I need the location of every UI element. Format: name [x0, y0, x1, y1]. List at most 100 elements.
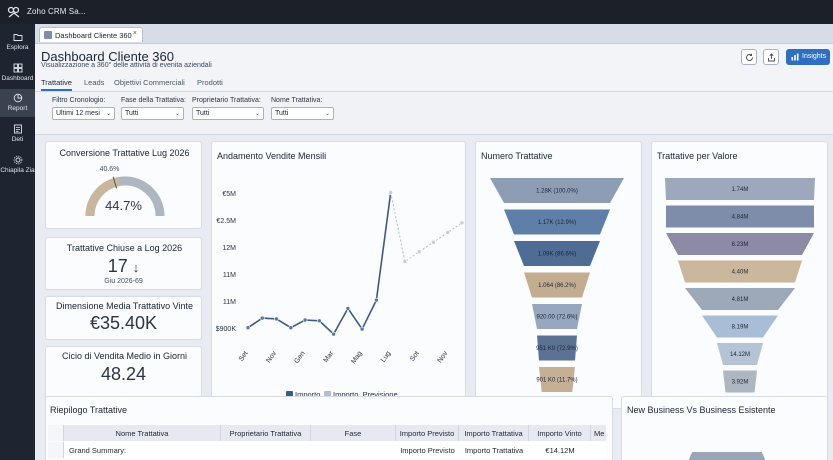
funnel-stage: [532, 304, 582, 329]
x-tick-label: Mar: [323, 350, 336, 364]
filter-label: Proprietario Trattativa:: [192, 97, 261, 104]
close-icon[interactable]: ×: [132, 30, 137, 37]
funnel-value-title: Trattative per Valore: [657, 151, 738, 161]
filter-label: Nome Trattativa:: [271, 97, 323, 104]
app-topbar: Zoho CRM Sa...: [0, 0, 833, 24]
funnel-stage: [490, 178, 624, 203]
filter-proprietario-select[interactable]: Tutti ⌄: [192, 107, 264, 120]
sales-chart-card: Andamento Vendite Mensili $900K 11M 11M 12M…: [211, 141, 466, 409]
funnel-stage-label: 4.81M: [732, 297, 749, 303]
col-header[interactable]: Fase: [311, 425, 396, 441]
col-header[interactable]: Importo Trattativa: [459, 425, 529, 441]
legend-swatch: [324, 391, 331, 398]
legend-label: Importo: [295, 390, 321, 399]
col-header[interactable]: Importo Previsto: [396, 425, 459, 441]
filter-value: Tutti: [275, 110, 289, 117]
filter-fase-select[interactable]: Tutti ⌄: [121, 107, 184, 120]
page-subtitle: Visualizzazione a 360° delle attività di…: [41, 62, 212, 69]
kpi-avgsize-title: Dimensione Media Trattativo Vinte: [56, 301, 193, 311]
summary-title: Riepilogo Trattative: [50, 405, 128, 415]
legend-importo[interactable]: Importo: [286, 390, 320, 399]
funnel-stage: [723, 370, 757, 393]
tab-leads[interactable]: Leads: [84, 78, 105, 87]
chevron-down-icon: ⌄: [174, 111, 180, 117]
folder-icon: [13, 34, 22, 41]
filter-nome-select[interactable]: Tutti ⌄: [271, 107, 334, 120]
funnel-stage: [717, 343, 763, 365]
x-tick-label: Lug: [380, 350, 392, 364]
funnel-stage: [504, 209, 610, 235]
insights-label: Insights: [802, 53, 827, 60]
col-header[interactable]: Nome Trattativa: [64, 425, 221, 441]
nav-item-report[interactable]: Report: [0, 89, 35, 117]
sales-chart-title: Andamento Vendite Mensili: [217, 151, 327, 161]
legend-previsione[interactable]: Importo, Previsione: [324, 390, 398, 399]
conversion-gauge: [85, 176, 165, 217]
nav-item-settings[interactable]: Chiapila Zia: [0, 151, 35, 179]
data-icon: [13, 124, 22, 134]
filter-label: Filtro Cronologio:: [52, 97, 106, 104]
refresh-button[interactable]: [741, 49, 757, 65]
legend-swatch: [286, 391, 293, 398]
kpi-closed-card: Trattative Chiuse a Log 2026 17 ↓ Giu 20…: [45, 237, 202, 290]
filter-cronologio: Filtro Cronologio: Ultimi 12 mesi ⌄: [52, 97, 115, 120]
col-header[interactable]: Importo Vinto: [529, 425, 591, 441]
settings-icon: [13, 155, 22, 165]
insights-icon: [791, 53, 799, 61]
filter-value: Tutti: [125, 110, 139, 117]
funnel-stage-label: 1.09K (86.6%): [538, 252, 576, 258]
kpi-conversion-card: Conversione Trattative Lug 2026 40.6% 44…: [45, 141, 202, 229]
kpi-closed-title: Trattative Chiuse a Log 2026: [66, 243, 183, 253]
main-area: Dashboard Cliente 360 × Dashboard Client…: [35, 24, 833, 460]
filter-proprietario: Proprietario Trattativa: Tutti ⌄: [192, 97, 264, 120]
table-header-row: Nome Trattativa Proprietario Trattativa …: [48, 425, 606, 441]
newbiz-pie-chart: [688, 452, 766, 460]
filter-cronologio-select[interactable]: Ultimi 12 mesi ⌄: [52, 107, 115, 120]
x-tick-label: Nov: [265, 350, 278, 365]
newbiz-card: New Business Vs Business Esistente: [621, 396, 828, 460]
kpi-closed-sub: Giu 2026-69: [104, 278, 143, 285]
data-point: [388, 190, 393, 195]
gauge-marker: [112, 176, 118, 189]
refresh-icon: [746, 53, 753, 61]
grand-cell: €14.12M: [545, 446, 575, 455]
funnel-value-card: Trattative per Valore 1.74M 4.84M 6.23M 4.4…: [651, 141, 828, 409]
data-point: [402, 259, 408, 264]
chevron-down-icon: ⌄: [254, 111, 260, 117]
dashboard-tab-icon: [44, 31, 52, 39]
table-gutter: [48, 425, 64, 441]
insights-button[interactable]: Insights: [786, 49, 830, 65]
data-point: [374, 297, 379, 303]
kpi-closed-value: 17: [107, 256, 128, 276]
filter-nome: Nome Trattativa: Tutti ⌄: [271, 97, 334, 120]
funnel-stage: [666, 233, 814, 255]
x-tick-label: Nov: [436, 350, 449, 365]
app-title: Zoho CRM Sa...: [27, 7, 86, 16]
kpi-cycle-title: Cicio di Vendita Medio in Giorni: [61, 351, 188, 361]
funnel-stage-label: 3.92M: [732, 380, 749, 386]
col-header[interactable]: Proprietario Trattativa: [221, 425, 311, 441]
x-tick-label: Gen: [293, 350, 306, 365]
y-tick-label: 11M: [223, 299, 236, 306]
filter-value: Tutti: [196, 110, 210, 117]
tab-trattative[interactable]: Trattative: [41, 78, 72, 91]
tab-objettivi-commerciali[interactable]: Objettivi Commerciali: [114, 78, 185, 87]
nav-item-dati[interactable]: Deti: [0, 120, 35, 148]
x-tick-label: Sot: [409, 350, 421, 363]
funnel-stage: [514, 241, 600, 266]
pie-slice: [688, 452, 766, 460]
data-point: [445, 230, 450, 235]
nav-item-dashboard[interactable]: Dashboard: [0, 59, 35, 87]
funnel-stage-label: 8.19M: [732, 325, 749, 331]
share-button[interactable]: [763, 49, 779, 65]
col-header[interactable]: Me: [591, 425, 606, 441]
page-title: Dashboard Cliente 360: [41, 49, 174, 64]
nav-item-esplora[interactable]: Esplora: [0, 28, 35, 56]
arrow-down-icon: ↓: [132, 260, 140, 275]
tab-prodotti[interactable]: Prodotti: [197, 78, 223, 87]
funnel-stage: [537, 335, 577, 361]
tab-dashboard-cliente[interactable]: Dashboard Cliente 360 ×: [39, 27, 143, 42]
kpi-closed-row: 17 ↓: [46, 256, 201, 277]
grand-cell: Importo Previsto: [400, 446, 455, 455]
funnel-stage: [524, 272, 590, 298]
